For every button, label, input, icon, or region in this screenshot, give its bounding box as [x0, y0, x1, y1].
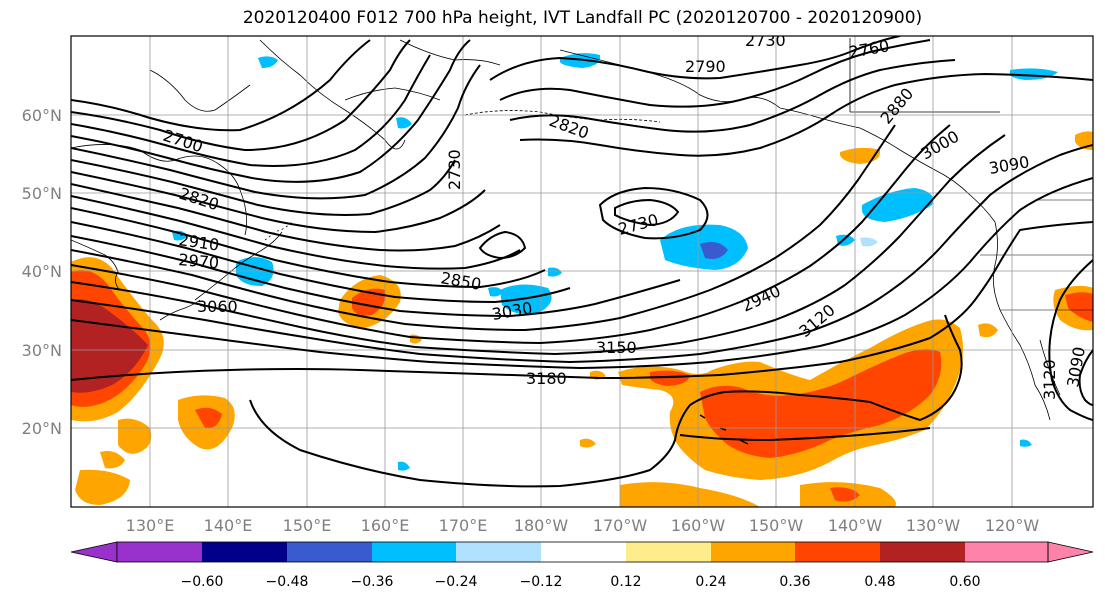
lat-label: 30°N — [22, 341, 62, 360]
latitude-labels: 60°N 50°N 40°N 30°N 20°N — [22, 106, 62, 438]
colorbar-extend-low — [70, 541, 118, 563]
lon-label: 150°E — [283, 516, 332, 535]
lon-label: 140°E — [204, 516, 253, 535]
colorbar-tick: −0.12 — [520, 574, 563, 590]
colorbar-segment — [795, 542, 880, 562]
longitude-labels: 130°E 140°E 150°E 160°E 170°E 180°W 170°… — [126, 516, 1040, 535]
colorbar-tick: −0.36 — [351, 574, 394, 590]
lon-label: 160°E — [361, 516, 410, 535]
lat-label: 60°N — [22, 106, 62, 125]
lon-label: 180°W — [514, 516, 569, 535]
colorbar-segment — [372, 542, 456, 562]
contour-label: 2730 — [745, 31, 786, 50]
contour-label: 3120 — [1040, 359, 1059, 400]
colorbar-ticks: −0.60 −0.48 −0.36 −0.24 −0.12 0.12 0.24 … — [181, 574, 981, 590]
ivt-positive-shading — [71, 131, 1093, 507]
contour-label: 2970 — [178, 250, 220, 272]
colorbar-segment — [541, 542, 626, 562]
lon-label: 160°W — [671, 516, 726, 535]
colorbar-tick: 0.60 — [949, 574, 980, 590]
lon-label: 150°W — [749, 516, 804, 535]
contour-label: 2790 — [685, 57, 726, 76]
colorbar-tick: −0.48 — [266, 574, 309, 590]
height-contours — [71, 36, 1093, 488]
contour-label: 3180 — [526, 369, 567, 388]
contour-label: 3060 — [197, 297, 238, 316]
lon-label: 130°E — [126, 516, 175, 535]
colorbar-tick: 0.24 — [695, 574, 726, 590]
lon-label: 130°W — [906, 516, 961, 535]
colorbar-tick: 0.12 — [610, 574, 641, 590]
lon-label: 170°W — [593, 516, 648, 535]
map-frame — [70, 35, 1094, 508]
contour-label: 2730 — [445, 149, 464, 190]
lat-label: 40°N — [22, 262, 62, 281]
colorbar-tick: −0.60 — [181, 574, 224, 590]
colorbar-tick: 0.48 — [864, 574, 895, 590]
colorbar-segment — [711, 542, 795, 562]
lat-label: 50°N — [22, 184, 62, 203]
colorbar-segment — [880, 542, 965, 562]
map-title: 2020120400 F012 700 hPa height, IVT Land… — [242, 8, 923, 28]
colorbar-tick: 0.36 — [779, 574, 810, 590]
colorbar-segment — [117, 542, 202, 562]
colorbar-segment — [287, 542, 372, 562]
colorbar-tick: −0.24 — [435, 574, 478, 590]
colorbar-segment — [965, 542, 1048, 562]
colorbar-segment — [456, 542, 541, 562]
lon-label: 170°E — [439, 516, 488, 535]
colorbar — [70, 541, 1094, 563]
lat-label: 20°N — [22, 419, 62, 438]
contour-label: 3150 — [596, 338, 637, 357]
lon-label: 120°W — [985, 516, 1040, 535]
colorbar-extend-high — [1047, 541, 1094, 563]
colorbar-segment — [202, 542, 287, 562]
lon-label: 140°W — [828, 516, 883, 535]
colorbar-segment — [626, 542, 711, 562]
